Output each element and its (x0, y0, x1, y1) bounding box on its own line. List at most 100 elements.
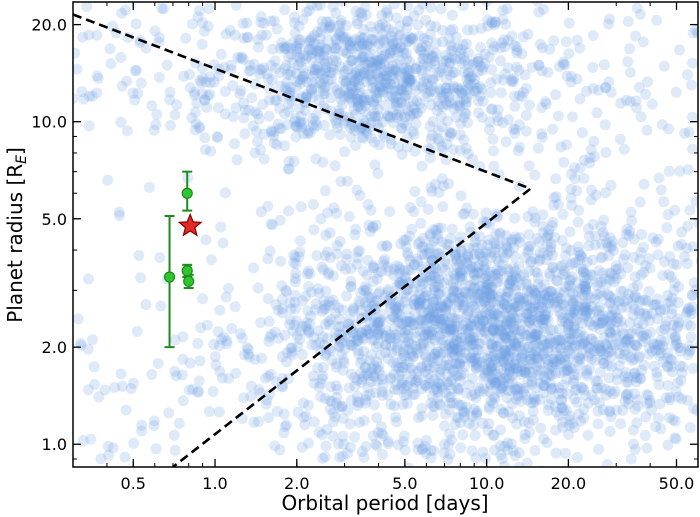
population-point (368, 136, 380, 148)
population-point (456, 291, 468, 303)
population-point (466, 356, 478, 368)
population-point (340, 76, 352, 88)
population-point (400, 291, 412, 303)
population-point (428, 235, 440, 247)
population-point (530, 289, 542, 301)
population-point (591, 382, 603, 394)
population-point (267, 130, 279, 142)
population-point (683, 126, 695, 138)
population-point (358, 345, 369, 357)
population-point (319, 451, 331, 463)
population-point (616, 321, 628, 333)
population-point (582, 429, 594, 441)
population-point (501, 315, 513, 327)
population-point (377, 28, 389, 40)
population-point (453, 383, 465, 395)
population-point (488, 145, 499, 157)
population-point (412, 365, 424, 377)
population-point (488, 391, 500, 403)
population-point (401, 141, 413, 153)
population-point (151, 109, 163, 120)
population-point (377, 389, 388, 401)
population-point (450, 369, 462, 381)
population-point (423, 312, 435, 324)
population-point (297, 295, 309, 307)
population-point (503, 406, 515, 418)
population-point (359, 2, 371, 13)
population-point (604, 327, 616, 339)
population-point (505, 305, 517, 317)
population-point (353, 40, 365, 52)
population-point (593, 339, 605, 351)
population-point (237, 18, 249, 29)
population-point (581, 306, 593, 318)
population-point (406, 33, 418, 45)
population-point (420, 379, 431, 391)
population-point (608, 244, 620, 256)
population-point (473, 95, 485, 107)
population-point (495, 403, 506, 415)
population-point (293, 20, 305, 32)
population-point (399, 325, 411, 336)
population-point (523, 341, 534, 353)
population-point (293, 251, 305, 263)
population-point (421, 360, 433, 372)
population-point (197, 293, 209, 305)
population-point (669, 432, 681, 444)
population-point (354, 35, 366, 47)
population-point (299, 104, 311, 116)
population-point (499, 346, 511, 357)
population-point (367, 275, 379, 287)
population-point (503, 246, 515, 258)
population-point (389, 304, 401, 316)
population-point (547, 338, 559, 350)
population-point (255, 11, 267, 23)
population-point (628, 303, 640, 315)
population-point (406, 100, 418, 112)
population-point (443, 391, 455, 403)
population-point (371, 412, 383, 424)
population-point (310, 153, 322, 165)
population-point (353, 397, 365, 409)
population-point (359, 58, 371, 70)
population-point (554, 367, 566, 379)
population-point (515, 279, 527, 291)
population-point (404, 202, 416, 213)
population-point (382, 110, 394, 122)
population-point (305, 310, 317, 322)
population-point (290, 113, 301, 125)
population-point (202, 20, 214, 32)
population-point (365, 204, 377, 216)
population-point (449, 250, 461, 262)
population-point (519, 69, 531, 81)
population-point (394, 20, 406, 32)
population-point (416, 160, 428, 172)
population-point (441, 115, 453, 127)
population-point (357, 66, 369, 78)
population-point (491, 277, 503, 289)
population-point (497, 4, 509, 16)
population-point (384, 333, 396, 345)
population-point (505, 236, 517, 248)
population-point (376, 386, 388, 398)
population-point (350, 139, 362, 151)
population-point (547, 292, 559, 304)
population-point (238, 112, 250, 124)
population-point (150, 443, 162, 455)
population-point (529, 265, 541, 277)
population-point (462, 148, 474, 160)
population-point (495, 440, 506, 452)
population-point (576, 252, 588, 264)
population-point (573, 350, 585, 362)
population-point (401, 84, 413, 96)
population-point (313, 426, 325, 438)
population-point (468, 275, 480, 287)
population-point (289, 273, 301, 284)
population-point (556, 298, 568, 310)
population-point (470, 452, 482, 464)
population-point (384, 48, 396, 60)
population-point (361, 301, 373, 313)
population-point (542, 307, 554, 319)
population-point (237, 97, 249, 109)
population-point (671, 338, 683, 350)
